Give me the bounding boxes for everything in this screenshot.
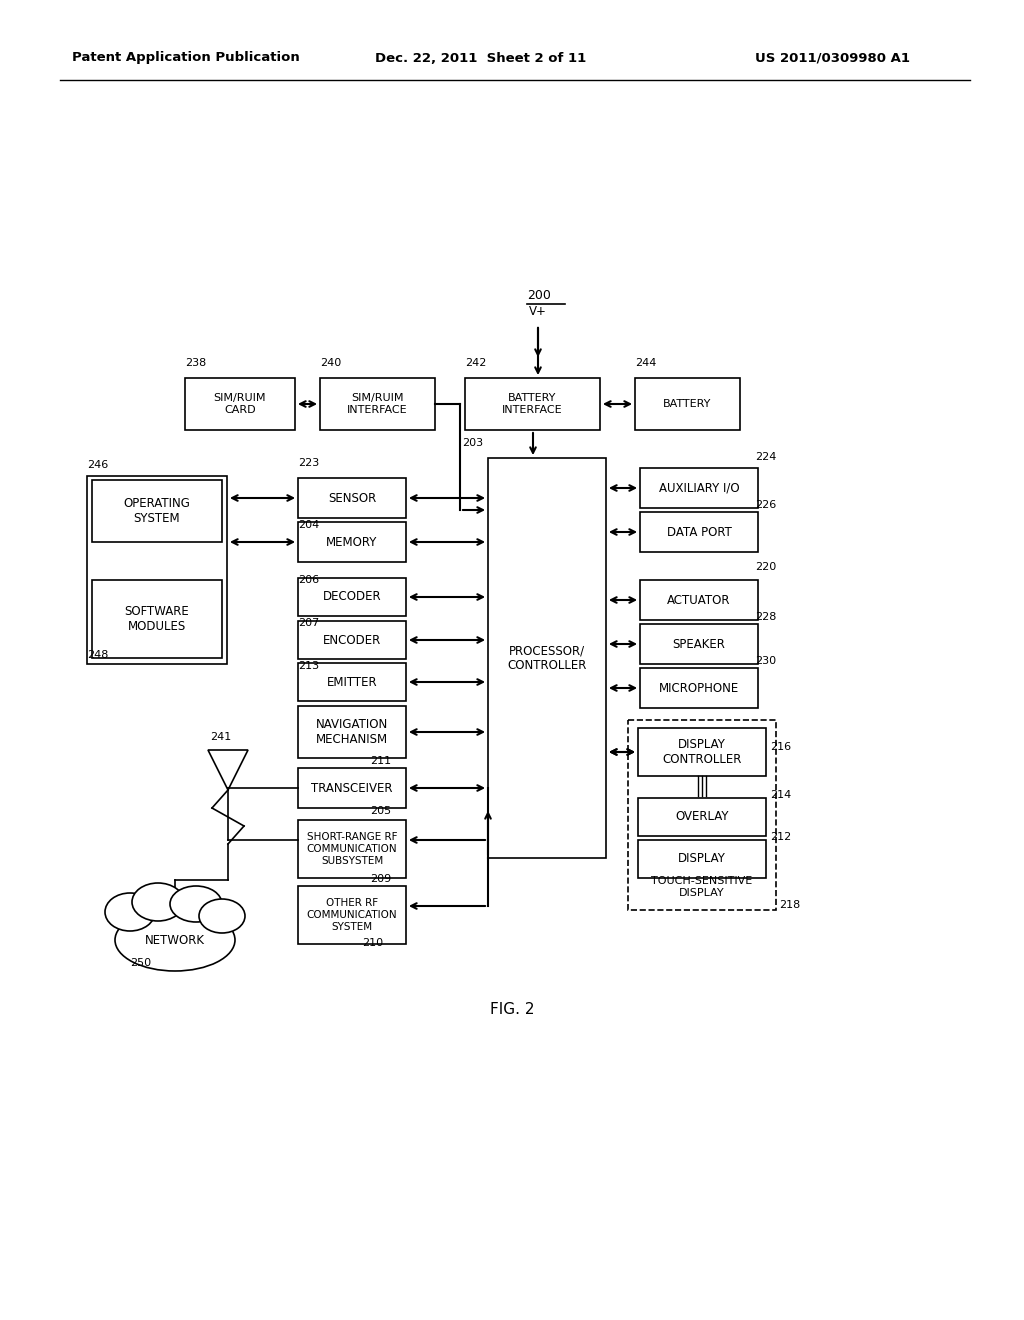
Bar: [298, 820, 406, 878]
Text: V+: V+: [529, 305, 547, 318]
Text: DECODER: DECODER: [323, 590, 381, 603]
Text: 226: 226: [755, 500, 776, 510]
Text: 244: 244: [635, 358, 656, 368]
Text: 230: 230: [755, 656, 776, 667]
Text: 213: 213: [298, 661, 319, 671]
Text: 228: 228: [755, 612, 776, 622]
Text: NAVIGATION
MECHANISM: NAVIGATION MECHANISM: [315, 718, 388, 746]
Text: 218: 218: [779, 900, 800, 909]
Text: 206: 206: [298, 576, 319, 585]
Text: 238: 238: [185, 358, 206, 368]
Text: 248: 248: [87, 649, 109, 660]
Text: US 2011/0309980 A1: US 2011/0309980 A1: [755, 51, 910, 65]
Text: 211: 211: [370, 756, 391, 766]
Bar: [638, 799, 766, 836]
Ellipse shape: [199, 899, 245, 933]
Bar: [298, 578, 406, 616]
Text: NETWORK: NETWORK: [145, 933, 205, 946]
Bar: [638, 840, 766, 878]
Bar: [298, 706, 406, 758]
Text: 246: 246: [87, 459, 109, 470]
Text: DATA PORT: DATA PORT: [667, 525, 731, 539]
Text: 223: 223: [298, 458, 319, 469]
Bar: [298, 663, 406, 701]
Text: 242: 242: [465, 358, 486, 368]
Text: 240: 240: [319, 358, 341, 368]
Text: SHORT-RANGE RF
COMMUNICATION
SUBSYSTEM: SHORT-RANGE RF COMMUNICATION SUBSYSTEM: [306, 833, 397, 866]
Text: SPEAKER: SPEAKER: [673, 638, 725, 651]
Bar: [92, 480, 222, 543]
Text: 203: 203: [462, 438, 483, 447]
Bar: [640, 668, 758, 708]
Text: BATTERY: BATTERY: [664, 399, 712, 409]
Text: SOFTWARE
MODULES: SOFTWARE MODULES: [125, 605, 189, 634]
Bar: [465, 378, 600, 430]
Text: OVERLAY: OVERLAY: [675, 810, 729, 824]
Text: 210: 210: [362, 939, 383, 948]
Text: 205: 205: [370, 807, 391, 816]
Bar: [638, 729, 766, 776]
Text: TOUCH-SENSITIVE
DISPLAY: TOUCH-SENSITIVE DISPLAY: [651, 876, 753, 898]
Text: ENCODER: ENCODER: [323, 634, 381, 647]
Bar: [298, 521, 406, 562]
Bar: [640, 469, 758, 508]
Text: ACTUATOR: ACTUATOR: [668, 594, 731, 606]
Text: SIM/RUIM
CARD: SIM/RUIM CARD: [214, 393, 266, 414]
Text: 204: 204: [298, 520, 319, 531]
Bar: [640, 512, 758, 552]
Text: Patent Application Publication: Patent Application Publication: [72, 51, 300, 65]
Text: DISPLAY
CONTROLLER: DISPLAY CONTROLLER: [663, 738, 741, 766]
Text: DISPLAY: DISPLAY: [678, 853, 726, 866]
Text: 220: 220: [755, 562, 776, 572]
Text: 216: 216: [770, 742, 792, 752]
Bar: [628, 719, 776, 909]
Text: FIG. 2: FIG. 2: [489, 1002, 535, 1018]
Bar: [640, 579, 758, 620]
Bar: [488, 458, 606, 858]
Text: PROCESSOR/
CONTROLLER: PROCESSOR/ CONTROLLER: [507, 644, 587, 672]
Text: 200: 200: [527, 289, 551, 302]
Text: MICROPHONE: MICROPHONE: [658, 681, 739, 694]
Bar: [640, 624, 758, 664]
Text: OTHER RF
COMMUNICATION
SYSTEM: OTHER RF COMMUNICATION SYSTEM: [306, 899, 397, 932]
Bar: [92, 579, 222, 657]
Bar: [298, 620, 406, 659]
Text: SIM/RUIM
INTERFACE: SIM/RUIM INTERFACE: [347, 393, 408, 414]
Text: BATTERY
INTERFACE: BATTERY INTERFACE: [502, 393, 563, 414]
Text: 209: 209: [370, 874, 391, 884]
Text: EMITTER: EMITTER: [327, 676, 377, 689]
Text: 212: 212: [770, 832, 792, 842]
Bar: [298, 478, 406, 517]
Ellipse shape: [105, 894, 155, 931]
Ellipse shape: [132, 883, 184, 921]
Text: 207: 207: [298, 618, 319, 628]
Bar: [87, 477, 227, 664]
Bar: [298, 768, 406, 808]
Text: MEMORY: MEMORY: [327, 536, 378, 549]
Text: Dec. 22, 2011  Sheet 2 of 11: Dec. 22, 2011 Sheet 2 of 11: [375, 51, 587, 65]
Text: 241: 241: [210, 733, 231, 742]
Bar: [298, 886, 406, 944]
Text: OPERATING
SYSTEM: OPERATING SYSTEM: [124, 498, 190, 525]
Text: 224: 224: [755, 451, 776, 462]
Ellipse shape: [170, 886, 222, 921]
Bar: [635, 378, 740, 430]
Bar: [319, 378, 435, 430]
Bar: [185, 378, 295, 430]
Text: AUXILIARY I/O: AUXILIARY I/O: [658, 482, 739, 495]
Text: TRANSCEIVER: TRANSCEIVER: [311, 781, 393, 795]
Text: SENSOR: SENSOR: [328, 491, 376, 504]
Text: 214: 214: [770, 789, 792, 800]
Text: 250: 250: [130, 958, 152, 968]
